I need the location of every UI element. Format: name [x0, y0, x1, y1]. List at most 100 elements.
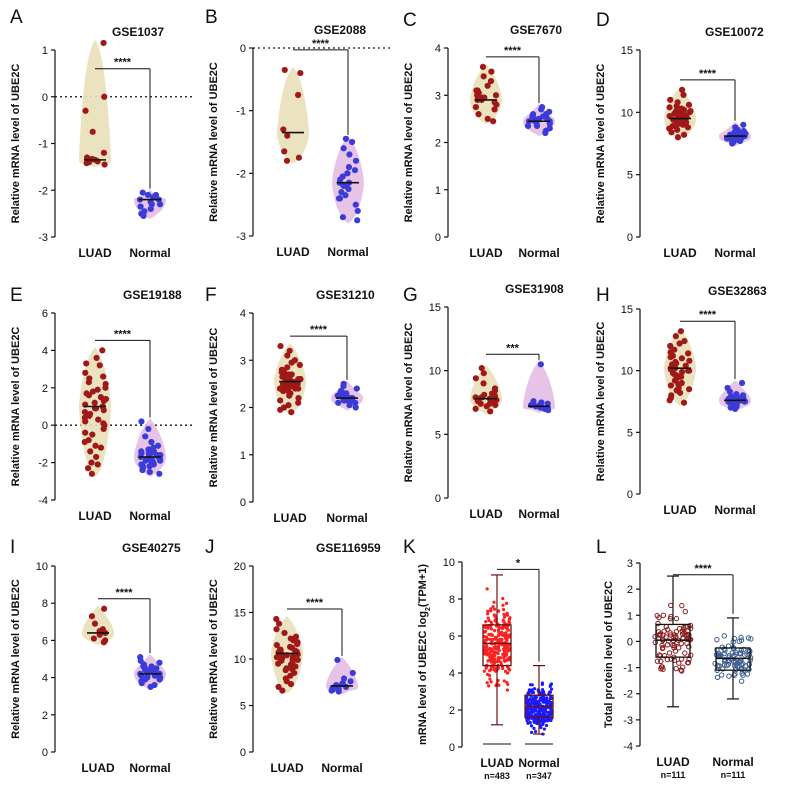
normal-data-point: [145, 425, 152, 433]
normal-data-point: [339, 214, 347, 221]
normal-data-point: [734, 399, 741, 406]
luad-data-point: [297, 376, 304, 383]
luad-data-point: [281, 373, 289, 380]
luad-data-point: [685, 350, 692, 357]
luad-data-point: [488, 669, 492, 673]
luad-data-point: [668, 632, 674, 638]
category-label: LUAD: [273, 511, 307, 525]
luad-data-point: [673, 615, 680, 622]
luad-data-point: [676, 340, 683, 347]
luad-data-point: [489, 680, 493, 684]
normal-data-point: [738, 678, 745, 684]
normal-data-point: [156, 470, 163, 477]
luad-data-point: [667, 349, 674, 356]
y-axis-label: Relative mRNA level of UBE2C: [10, 64, 22, 224]
luad-data-point: [295, 394, 302, 402]
normal-data-point: [525, 701, 529, 706]
significance-label: ****: [699, 68, 717, 80]
luad-data-point: [295, 91, 302, 99]
normal-data-point: [542, 129, 549, 137]
panel-title: GSE116959: [316, 541, 381, 555]
normal-data-point: [533, 706, 537, 711]
panel-a: A GSE1037 -3 -2 -1 0 1 Relative mRNA level of U…: [10, 7, 195, 260]
y-tick-label: 0: [435, 232, 441, 244]
luad-data-point: [286, 643, 294, 651]
luad-data-point: [89, 431, 96, 438]
luad-data-point: [284, 364, 291, 371]
luad-data-point: [472, 405, 479, 412]
y-tick-label: 10: [621, 107, 633, 119]
normal-data-point: [538, 698, 542, 702]
luad-data-point: [682, 362, 689, 369]
y-tick-label: 0: [627, 489, 633, 501]
normal-data-point: [328, 687, 335, 694]
normal-data-point: [524, 122, 532, 130]
category-label: Normal: [712, 755, 753, 769]
luad-data-point: [507, 617, 511, 621]
y-axis-label: Relative mRNA level of UBE2C: [595, 322, 607, 482]
luad-data-point: [666, 397, 673, 404]
luad-data-point: [284, 383, 292, 390]
luad-data-point: [678, 667, 684, 673]
luad-data-point: [485, 587, 489, 591]
luad-data-point: [485, 650, 489, 654]
normal-data-point: [147, 450, 154, 457]
luad-data-point: [688, 625, 694, 631]
luad-data-point: [88, 470, 95, 477]
luad-data-point: [296, 361, 303, 369]
luad-data-point: [673, 628, 680, 635]
luad-data-point: [505, 680, 509, 685]
luad-data-point: [100, 149, 108, 156]
luad-data-point: [487, 77, 495, 85]
luad-data-point: [685, 659, 691, 666]
luad-data-point: [81, 409, 89, 416]
panel-d: D GSE10072 0 5 10 15 Relative mRNA level of UB…: [595, 10, 764, 260]
panel-h: H GSE32863 0 5 10 15 Relative mRNA level of UB…: [595, 284, 767, 517]
category-label: LUAD: [480, 756, 514, 770]
category-label: Normal: [129, 509, 170, 523]
luad-data-point: [488, 677, 492, 681]
luad-data-point: [682, 650, 688, 656]
category-label: Normal: [714, 503, 755, 517]
sample-size-label: n=483: [484, 771, 510, 781]
normal-data-point: [528, 721, 532, 725]
luad-data-point: [276, 646, 284, 653]
y-tick-label: 5: [240, 701, 246, 713]
normal-data-point: [745, 635, 752, 641]
luad-data-point: [667, 96, 674, 103]
normal-data-point: [546, 718, 550, 723]
luad-data-point: [484, 620, 488, 624]
luad-data-point: [273, 641, 280, 649]
significance-label: *: [516, 557, 521, 569]
luad-data-point: [297, 69, 304, 77]
normal-data-point: [549, 718, 553, 723]
luad-violin: [82, 605, 114, 646]
y-tick-label: 0: [627, 636, 633, 648]
normal-data-point: [544, 718, 548, 722]
luad-data-point: [485, 672, 490, 677]
luad-data-point: [670, 116, 677, 123]
luad-data-point: [488, 637, 492, 641]
normal-data-point: [731, 662, 738, 669]
normal-data-point: [549, 687, 554, 691]
y-axis-label-main: mRNA level of UBE2C log: [417, 611, 429, 745]
normal-data-point: [530, 707, 534, 711]
category-label: LUAD: [656, 755, 690, 769]
luad-data-point: [500, 626, 504, 630]
y-tick-label: -1: [38, 139, 48, 151]
luad-data-point: [475, 111, 482, 118]
luad-data-point: [82, 369, 89, 376]
normal-data-point: [349, 669, 356, 677]
luad-data-point: [97, 444, 105, 451]
significance-label: ****: [114, 328, 132, 340]
normal-data-point: [527, 713, 532, 717]
luad-data-point: [496, 628, 501, 632]
luad-data-point: [487, 632, 491, 637]
luad-data-point: [284, 132, 291, 139]
luad-data-point: [496, 656, 500, 660]
panel-title: GSE10072: [705, 25, 764, 39]
luad-data-point: [94, 386, 101, 393]
normal-data-point: [153, 665, 160, 672]
y-tick-label: 0: [240, 43, 246, 55]
